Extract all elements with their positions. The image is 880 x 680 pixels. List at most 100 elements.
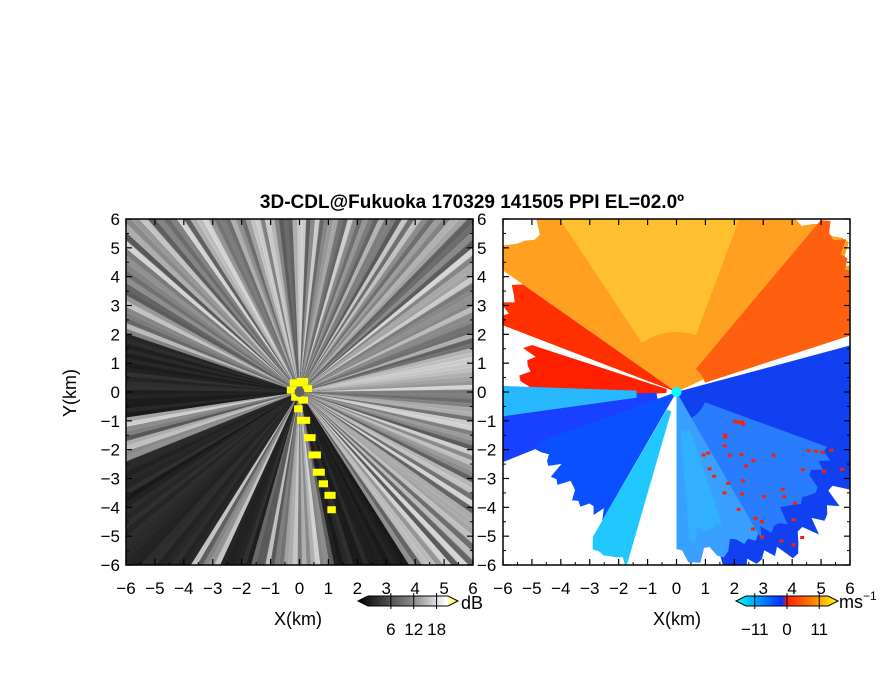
reflectivity-saturated-echo <box>327 506 336 514</box>
reflectivity-beam <box>299 347 473 392</box>
velocity-axis-ticks <box>502 218 851 566</box>
x-tick-label: 6 <box>468 579 477 598</box>
reflectivity-x-axis-label: X(km) <box>274 609 322 629</box>
reflectivity-saturated-echo <box>286 386 297 394</box>
reflectivity-beam <box>292 219 300 392</box>
reflectivity-beam <box>126 392 300 413</box>
x-tick-label: −3 <box>580 579 599 598</box>
reflectivity-beam <box>299 392 316 565</box>
y-tick-label: −2 <box>101 441 120 460</box>
y-tick-label-right: 2 <box>477 325 486 344</box>
reflectivity-beam <box>299 392 391 565</box>
y-tick-label: 2 <box>111 325 120 344</box>
reflectivity-beam <box>255 219 300 392</box>
reflectivity-beam <box>264 219 300 392</box>
reflectivity-beam <box>224 219 300 392</box>
velocity-speckle <box>792 501 797 505</box>
reflectivity-beam <box>126 392 300 516</box>
reflectivity-beam <box>126 392 300 457</box>
reflectivity-beam <box>299 392 375 565</box>
reflectivity-beam <box>189 219 300 392</box>
y-tick-label: 0 <box>111 383 120 402</box>
reflectivity-beam <box>126 392 300 496</box>
reflectivity-beam <box>176 219 300 392</box>
reflectivity-beam <box>299 239 473 392</box>
reflectivity-beam <box>299 282 473 392</box>
velocity-speckle <box>723 433 728 437</box>
velocity-speckle <box>791 543 796 547</box>
reflectivity-colorbar-ticks: 6 12 18 <box>386 593 446 639</box>
reflectivity-beam <box>299 389 473 395</box>
reflectivity-beam <box>299 337 473 392</box>
reflectivity-beam <box>299 392 473 565</box>
velocity-speckle <box>739 452 744 456</box>
velocity-colorbar-unit-exponent: −1 <box>863 589 877 603</box>
reflectivity-saturated-echo <box>289 379 304 387</box>
reflectivity-beam <box>299 317 473 392</box>
reflectivity-beam <box>299 361 473 392</box>
colorbar-tick-label: 11 <box>810 620 828 639</box>
reflectivity-beam <box>299 306 473 392</box>
velocity-speckle <box>736 420 741 424</box>
velocity-speckle <box>779 539 784 543</box>
velocity-speckle <box>814 449 819 453</box>
reflectivity-beam <box>240 219 300 392</box>
x-tick-label: −5 <box>522 579 541 598</box>
reflectivity-colorbar-bar <box>356 595 460 607</box>
reflectivity-beam <box>126 392 300 437</box>
reflectivity-beam <box>287 219 300 392</box>
reflectivity-beam <box>299 357 473 392</box>
reflectivity-beam <box>126 392 300 562</box>
reflectivity-field <box>126 219 473 565</box>
reflectivity-beam <box>126 392 300 565</box>
velocity-speckle <box>740 492 745 496</box>
colorbar-tick-label: 6 <box>386 620 395 639</box>
reflectivity-beam <box>299 392 444 565</box>
reflectivity-beam <box>299 392 469 565</box>
velocity-radar-site <box>671 387 682 397</box>
y-tick-label-right: 1 <box>477 354 486 373</box>
reflectivity-beam <box>299 392 364 565</box>
velocity-speckle <box>801 468 806 472</box>
reflectivity-beam <box>162 219 300 392</box>
x-tick-label: 3 <box>382 579 391 598</box>
chart-title: 3D-CDL@Fukuoka 170329 141505 PPI EL=02.0… <box>260 192 684 213</box>
y-tick-label-right: 5 <box>477 239 486 258</box>
x-tick-label: 4 <box>787 579 796 598</box>
reflectivity-beam <box>299 311 473 392</box>
velocity-colorbar-unit-base: ms <box>839 592 863 612</box>
reflectivity-beam <box>299 392 380 565</box>
velocity-speckle <box>771 453 776 457</box>
reflectivity-beam <box>296 219 303 392</box>
velocity-speckle <box>707 467 712 471</box>
reflectivity-beam <box>126 392 300 545</box>
reflectivity-beam <box>299 322 473 392</box>
colorbar-tick-label: 12 <box>404 620 423 639</box>
reflectivity-beam <box>147 219 300 392</box>
x-tick-label: 2 <box>730 579 739 598</box>
reflectivity-beam <box>299 392 312 565</box>
reflectivity-beam <box>250 219 300 392</box>
x-tick-label: −4 <box>551 579 570 598</box>
reflectivity-saturated-echo <box>304 434 316 442</box>
colorbar-tick-label: −11 <box>741 620 769 639</box>
y-tick-label: −6 <box>101 556 120 575</box>
velocity-speckle <box>759 520 764 524</box>
velocity-colorbar-ticks: −11 0 11 <box>741 593 828 639</box>
reflectivity-beam <box>299 261 473 392</box>
y-tick-label-right: 4 <box>477 268 486 287</box>
reflectivity-beam <box>299 275 473 392</box>
reflectivity-beam <box>126 392 300 442</box>
reflectivity-beam <box>126 392 300 478</box>
y-tick-label: 1 <box>111 354 120 373</box>
y-tick-label-right: 6 <box>477 210 486 229</box>
velocity-outbound-core <box>559 219 740 343</box>
velocity-speckle <box>761 494 766 498</box>
reflectivity-beam <box>126 392 300 462</box>
velocity-speckle <box>806 449 811 453</box>
reflectivity-beam <box>299 392 410 565</box>
reflectivity-beam <box>126 392 300 423</box>
velocity-speckle <box>736 507 741 511</box>
reflectivity-saturated-echo <box>312 468 325 476</box>
x-tick-label: 0 <box>672 579 681 598</box>
